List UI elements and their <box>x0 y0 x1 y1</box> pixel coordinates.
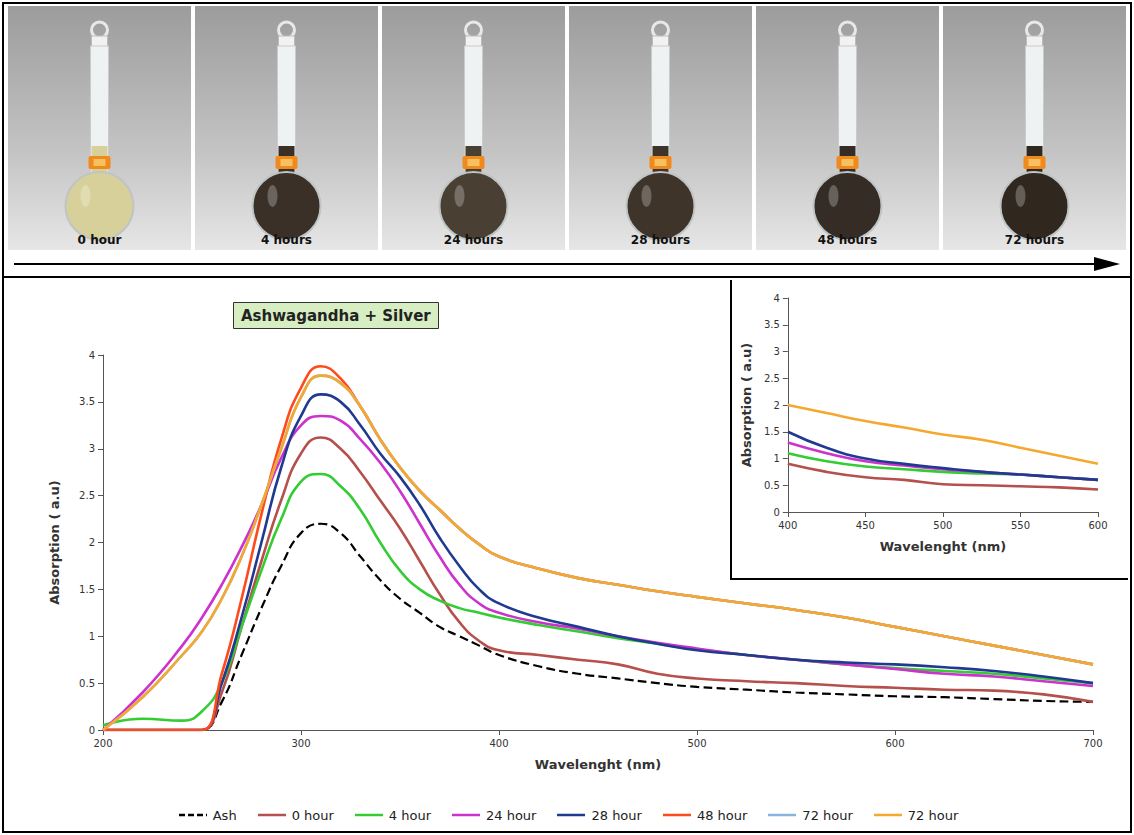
html-text:72 hour: 72 hour <box>802 807 853 823</box>
svg-text:400: 400 <box>778 520 797 531</box>
svg-text:1: 1 <box>773 453 779 464</box>
svg-text:Ashwagandha + Silver: Ashwagandha + Silver <box>241 307 431 325</box>
svg-text:Wavelenght (nm): Wavelenght (nm) <box>535 757 661 772</box>
html-text:72 hour: 72 hour <box>907 807 959 823</box>
svg-text:Wavelenght (nm): Wavelenght (nm) <box>880 539 1006 554</box>
svg-text:600: 600 <box>1088 520 1107 531</box>
svg-text:1: 1 <box>89 631 95 642</box>
svg-text:24 hours: 24 hours <box>444 233 503 247</box>
svg-text:48 hours: 48 hours <box>818 233 877 247</box>
svg-text:600: 600 <box>885 738 904 749</box>
svg-text:1.5: 1.5 <box>764 426 780 437</box>
svg-text:0.5: 0.5 <box>764 480 780 491</box>
svg-text:0 hour: 0 hour <box>78 233 122 247</box>
svg-text:2: 2 <box>773 400 779 411</box>
svg-text:4: 4 <box>773 293 779 304</box>
svg-text:72 hours: 72 hours <box>1005 233 1064 247</box>
svg-text:0.5: 0.5 <box>79 678 95 689</box>
svg-text:0: 0 <box>89 725 95 736</box>
svg-text:700: 700 <box>1083 738 1102 749</box>
svg-text:2.5: 2.5 <box>79 490 95 501</box>
svg-text:3: 3 <box>773 346 779 357</box>
svg-text:400: 400 <box>489 738 508 749</box>
svg-text:1.5: 1.5 <box>79 584 95 595</box>
svg-text:3: 3 <box>89 443 95 454</box>
svg-text:200: 200 <box>93 738 112 749</box>
svg-text:28 hours: 28 hours <box>631 233 690 247</box>
svg-text:500: 500 <box>687 738 706 749</box>
svg-text:3.5: 3.5 <box>79 396 95 407</box>
svg-text:0: 0 <box>773 507 779 518</box>
svg-text:2: 2 <box>89 537 95 548</box>
html-text:28 hour: 28 hour <box>591 807 642 823</box>
html-text:48 hour: 48 hour <box>696 807 748 823</box>
svg-text:Absorption ( a.u): Absorption ( a.u) <box>47 480 62 605</box>
svg-text:2.5: 2.5 <box>764 373 780 384</box>
svg-text:Absorption ( a.u): Absorption ( a.u) <box>739 343 754 468</box>
html-text:4 hour: 4 hour <box>388 807 431 823</box>
svg-text:450: 450 <box>856 520 875 531</box>
html-text:24 hour: 24 hour <box>486 807 537 823</box>
svg-text:3.5: 3.5 <box>764 319 780 330</box>
html-text:Ash: Ash <box>212 807 237 823</box>
svg-text:300: 300 <box>291 738 310 749</box>
svg-text:550: 550 <box>1011 520 1030 531</box>
svg-text:500: 500 <box>933 520 952 531</box>
html-text:0 hour: 0 hour <box>291 807 334 823</box>
svg-text:4: 4 <box>89 350 95 361</box>
svg-text:4 hours: 4 hours <box>261 233 312 247</box>
